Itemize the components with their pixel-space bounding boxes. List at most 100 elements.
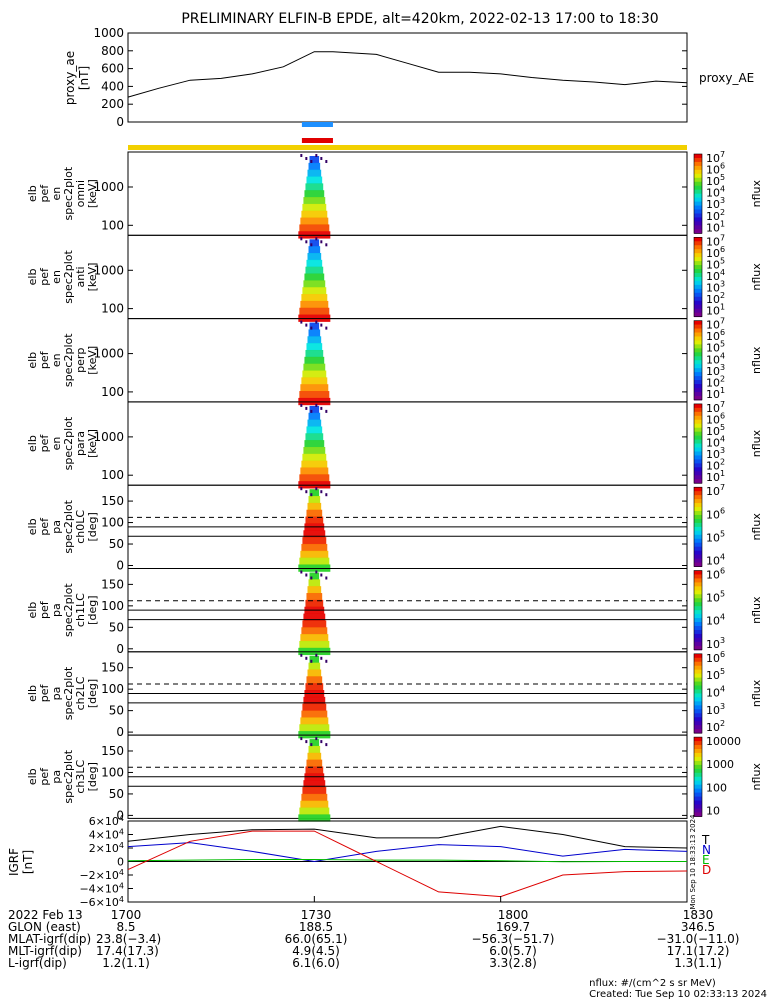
colorbar-segment (694, 280, 702, 286)
ae-tick-label: 200 (101, 97, 124, 111)
colorbar-segment (694, 546, 702, 552)
colorbar-label: nflux (750, 679, 763, 707)
spectrogram-cell (309, 489, 320, 497)
colorbar-tick-exponent: 7 (720, 483, 725, 492)
panel-ylabel: ch0LC (74, 510, 87, 544)
panel-frame (127, 401, 688, 486)
colorbar-segment (694, 332, 702, 337)
colorbar-segment (694, 657, 702, 663)
spectrogram-cell (301, 627, 328, 635)
spectrogram-cell (304, 356, 325, 365)
colorbar-segment (694, 209, 702, 214)
colorbar-segment (694, 292, 702, 298)
created-date: Created: Tue Sep 10 02:33:13 2024 (589, 989, 767, 1000)
colorbar-segment (694, 737, 702, 742)
colorbar: 10000 1000 100 10 nflux (693, 735, 763, 817)
colorbar-segment (694, 221, 702, 226)
colorbar-segment (694, 391, 702, 397)
colorbar-tick-label: 10 (706, 804, 720, 817)
igrf-tick-exponent: 4 (119, 895, 124, 904)
spectrogram-cell (315, 154, 318, 157)
yellow-zone-bar (128, 145, 687, 150)
colorbar-tick-label: 104 (706, 613, 725, 628)
spectrogram-cell (306, 593, 323, 601)
colorbar-segment (694, 522, 702, 528)
colorbar-segment (694, 388, 702, 393)
proxy-ae-panel: 1000 800 600 400 200 0 proxy_ae [nT] proxy_AE (63, 26, 754, 129)
colorbar-segment (694, 487, 702, 492)
colorbar-label: nflux (750, 596, 763, 624)
igrf-series-line (127, 859, 687, 863)
panel-ylabel: pa (50, 687, 63, 701)
panel-ylabel: elb (26, 518, 39, 535)
colorbar-segment (694, 590, 702, 595)
igrf-tick-label: 6×104 (89, 814, 124, 828)
spectrogram-cell (308, 162, 321, 171)
colorbar-segment (694, 729, 702, 734)
colorbar-segment (694, 633, 702, 639)
ae-tick-label: 0 (116, 115, 124, 129)
panel-tick-label: 50 (109, 620, 124, 634)
spectrogram-cell (309, 239, 320, 247)
colorbar-tick-label: 104 (706, 553, 725, 568)
colorbar-segment (694, 677, 702, 683)
colorbar-segment (694, 157, 702, 163)
colorbar-tick-label: 101 (706, 386, 725, 401)
igrf-tick-label: −6×104 (79, 895, 124, 909)
science-zone-bars (128, 122, 687, 150)
colorbar-segment (694, 376, 702, 381)
footer-value: −31.0(−11.0) (656, 932, 740, 946)
colorbar-segment (694, 193, 702, 199)
colorbar-segment (694, 427, 702, 433)
panel-ylabel: pa (50, 603, 63, 617)
colorbar-segment (694, 320, 702, 326)
colorbar-segment (694, 661, 702, 667)
colorbar-segment (694, 308, 702, 314)
panel-ylabel: pef (38, 600, 51, 619)
colorbar-tick-label: 100 (706, 781, 727, 794)
colorbar-segment (694, 360, 702, 365)
colorbar-segment (694, 673, 702, 679)
spectrogram-cell (300, 550, 329, 559)
panel-tick-label: 1000 (93, 263, 124, 277)
panel-ylabel: pef (38, 434, 51, 453)
igrf-tick-label: −2×104 (79, 868, 124, 882)
colorbar-tick-label: 101 (706, 469, 725, 484)
spectrogram-cell (305, 266, 324, 274)
panel-ylabel: para (74, 431, 87, 456)
colorbar-segment (694, 653, 702, 659)
colorbar-segment (694, 669, 702, 675)
spectrogram-cell (301, 294, 328, 302)
colorbar-segment (694, 760, 702, 766)
colorbar-segment (694, 205, 702, 211)
colorbar-tick-exponent: 6 (720, 567, 725, 576)
spectrogram-cell (305, 157, 308, 160)
spectrogram-cell (300, 653, 303, 657)
panel-ylabel: en (50, 437, 63, 451)
colorbar-segment (694, 637, 702, 643)
spectrogram-cell (303, 197, 326, 205)
panel-ylabel: ch1LC (74, 593, 87, 627)
colorbar-tick-exponent: 5 (720, 529, 725, 538)
spectrogram-cell (306, 759, 323, 767)
panel-tick-label: 0 (116, 808, 124, 822)
colorbar-segment (694, 217, 702, 222)
spectrogram-cell (300, 570, 303, 574)
spectrogram-cell (302, 370, 327, 378)
colorbar-segment (694, 538, 702, 544)
side-timestamp: Mon Sep 10 18:33:13 2024 (689, 814, 697, 910)
colorbar-tick-label: 104 (706, 684, 725, 699)
panel-ylabel: spec2plot (62, 333, 75, 387)
colorbar-segment (694, 447, 702, 452)
spectrogram-cell (307, 752, 322, 761)
spectrogram-cell (309, 655, 320, 664)
ae-tick-label: 400 (101, 79, 124, 93)
colorbar-label: nflux (750, 179, 763, 207)
colorbar-tick-exponent: 4 (720, 613, 725, 622)
spectrogram-cell (301, 710, 328, 718)
colorbar-segment (694, 689, 702, 694)
